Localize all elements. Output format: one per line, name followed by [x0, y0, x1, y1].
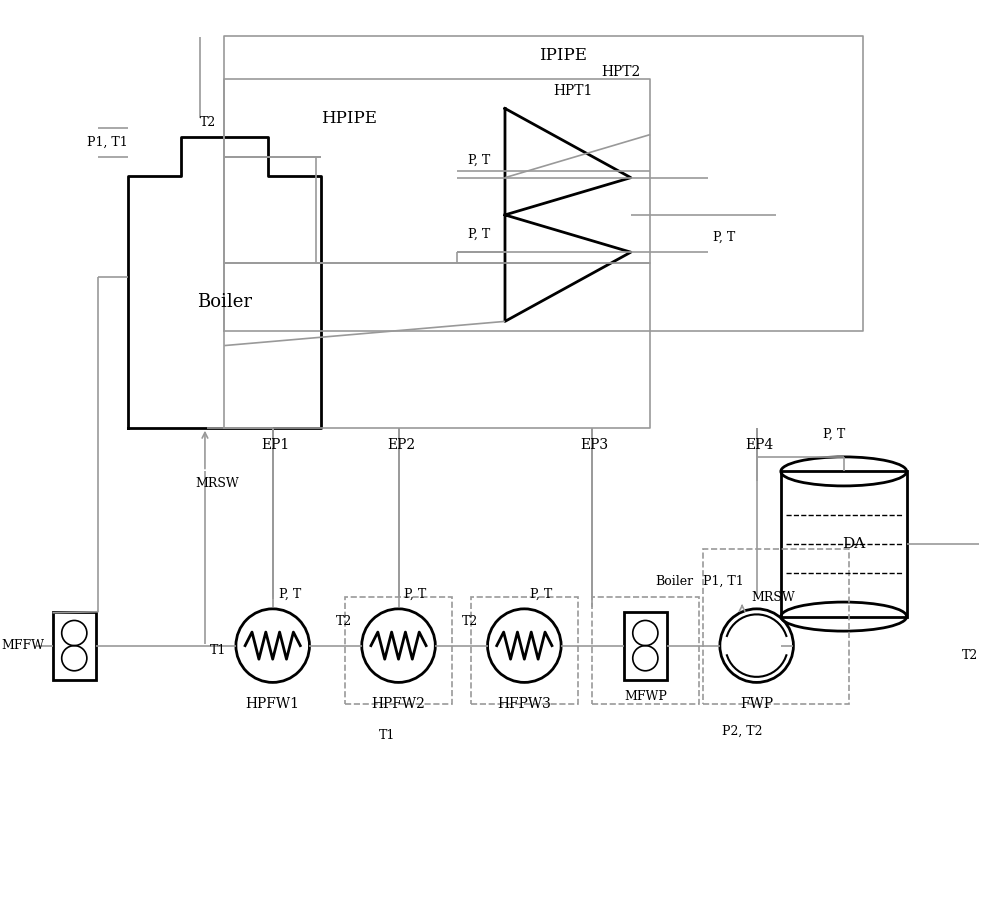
Text: HPIPE: HPIPE — [321, 110, 377, 127]
Text: T1: T1 — [379, 729, 395, 742]
Text: MFFW: MFFW — [2, 639, 45, 652]
Bar — [781, 472, 907, 617]
Text: T1: T1 — [210, 644, 226, 657]
Text: P, T: P, T — [823, 428, 845, 441]
Bar — [53, 611, 96, 679]
Text: MRSW: MRSW — [752, 590, 796, 604]
Text: HPT2: HPT2 — [602, 64, 641, 79]
Text: T2: T2 — [336, 615, 352, 628]
Text: EP4: EP4 — [745, 438, 773, 453]
Text: T2: T2 — [461, 615, 478, 628]
Text: P, T: P, T — [468, 229, 490, 241]
Text: HPFW2: HPFW2 — [372, 697, 425, 711]
Text: HFPW3: HFPW3 — [497, 697, 551, 711]
Text: T2: T2 — [961, 649, 978, 662]
Text: EP2: EP2 — [387, 438, 415, 453]
Bar — [624, 611, 667, 679]
Text: MFWP: MFWP — [624, 690, 667, 704]
Text: HPFW1: HPFW1 — [246, 697, 300, 711]
Text: MRSW: MRSW — [195, 476, 239, 490]
Text: P, T: P, T — [404, 588, 427, 600]
Text: P, T: P, T — [279, 588, 301, 600]
Text: HPT1: HPT1 — [553, 84, 593, 98]
Text: EP1: EP1 — [261, 438, 289, 453]
Text: Boiler: Boiler — [197, 293, 252, 311]
Text: P1, T1: P1, T1 — [87, 136, 128, 149]
Text: P, T: P, T — [530, 588, 552, 600]
Text: EP3: EP3 — [580, 438, 609, 453]
Text: P, T: P, T — [713, 231, 735, 244]
Text: P, T: P, T — [468, 153, 490, 167]
Text: Boiler: Boiler — [655, 575, 693, 589]
Text: IPIPE: IPIPE — [539, 47, 587, 63]
Text: P2, T2: P2, T2 — [722, 725, 762, 737]
Text: FWP: FWP — [740, 697, 773, 711]
Text: DA: DA — [842, 537, 865, 551]
Text: P1, T1: P1, T1 — [703, 575, 744, 589]
Text: T2: T2 — [200, 116, 216, 130]
